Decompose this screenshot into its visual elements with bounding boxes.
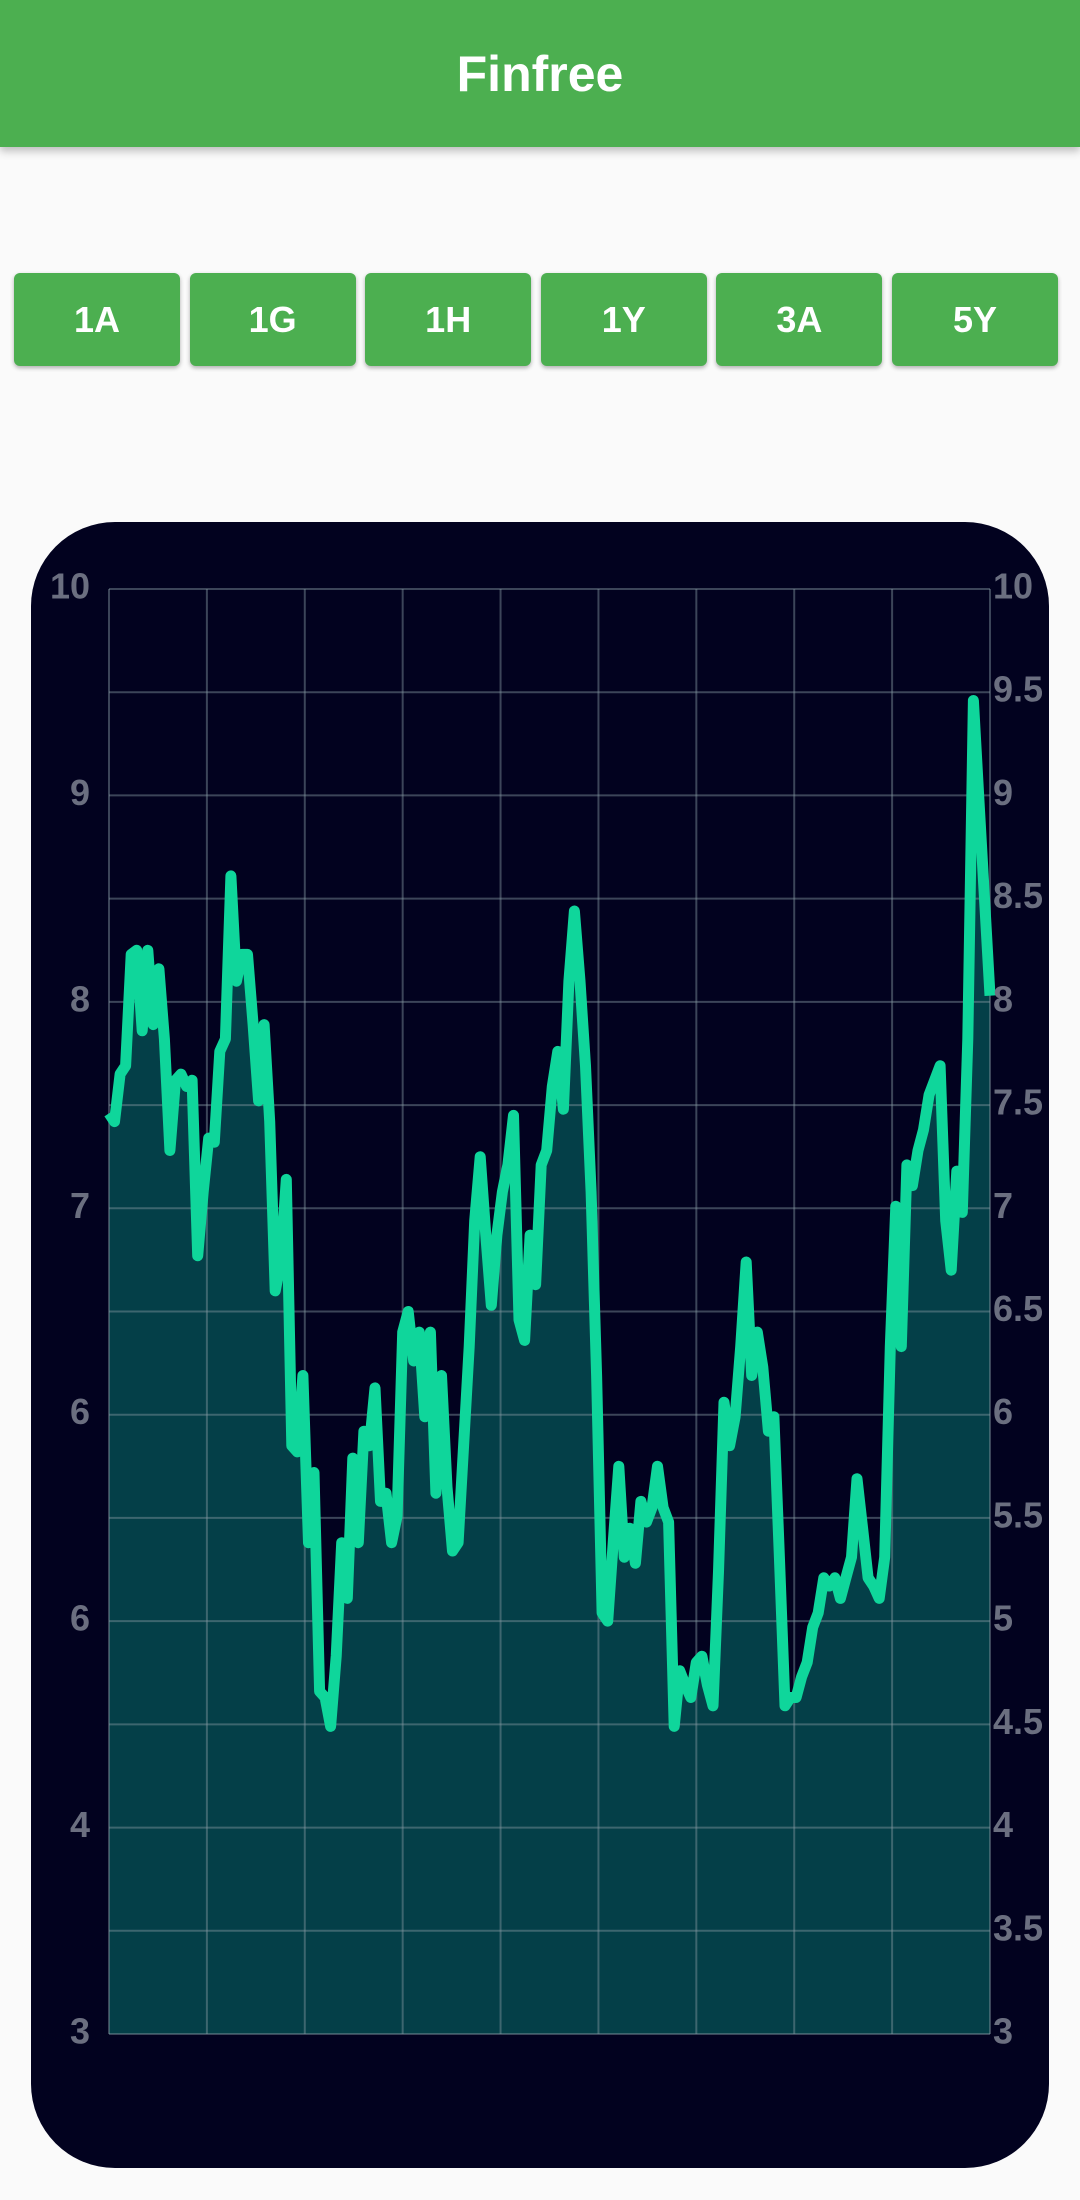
y-tick-label: 6 [70, 1391, 90, 1432]
y-tick-label: 3 [70, 2011, 90, 2052]
y2-tick-label: 7 [993, 1185, 1013, 1226]
y2-tick-label: 9 [993, 772, 1013, 813]
range-button[interactable]: 1Y [540, 273, 707, 366]
app-title: Finfree [0, 0, 1080, 147]
range-button[interactable]: 1H [365, 273, 532, 366]
range-button[interactable]: 3A [716, 273, 883, 366]
y-tick-label: 7 [70, 1185, 90, 1226]
y2-tick-label: 8 [993, 978, 1013, 1019]
y2-tick-label: 10 [993, 566, 1033, 607]
y2-tick-label: 5.5 [993, 1494, 1043, 1535]
plot: 3 4 6 6 7 8 9 10 3 3.5 4 4.5 5 5.5 6 6.5 7 7.5 8 8.5 9 9.5 10 [50, 566, 1043, 2052]
line [104, 695, 996, 1732]
range-button[interactable]: 5Y [892, 273, 1058, 366]
range-button[interactable]: 1G [189, 273, 356, 366]
y-tick-label: 10 [50, 566, 90, 607]
y-tick-label: 4 [70, 1804, 90, 1845]
y2-tick-label: 7.5 [993, 1082, 1043, 1123]
y-tick-label: 6 [70, 1598, 90, 1639]
range-button[interactable]: 1A [14, 273, 180, 366]
y2-tick-label: 3 [993, 2011, 1013, 2052]
y2-tick-label: 8.5 [993, 875, 1043, 916]
y2-tick-label: 6.5 [993, 1288, 1043, 1329]
y2-tick-label: 6 [993, 1391, 1013, 1432]
y2-tick-label: 4.5 [993, 1701, 1043, 1742]
y-tick-label: 9 [70, 772, 90, 813]
area [109, 700, 990, 2034]
y-tick-label: 8 [70, 978, 90, 1019]
y2-tick-label: 3.5 [993, 1907, 1043, 1948]
y2-tick-label: 9.5 [993, 669, 1043, 710]
y2-tick-label: 5 [993, 1598, 1013, 1639]
y2-tick-label: 4 [993, 1804, 1013, 1845]
